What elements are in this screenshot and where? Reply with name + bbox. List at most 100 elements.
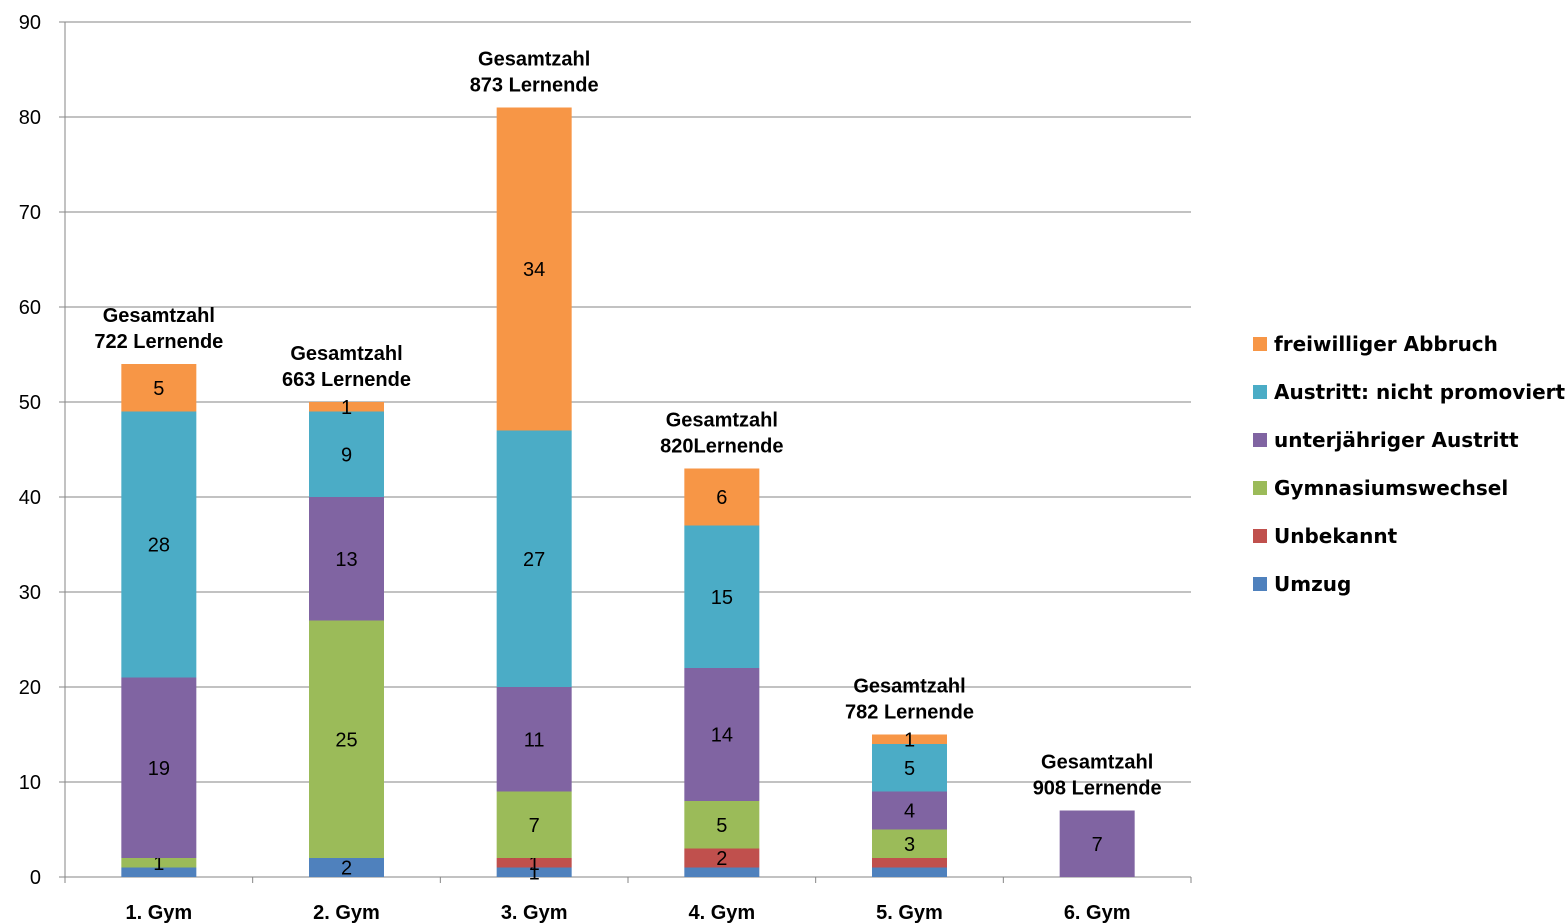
x-axis: 1. Gym 2. Gym 3. Gym 4. Gym 5. Gym 6. Gym — [64, 876, 1192, 924]
data-label: 2 — [341, 858, 352, 880]
bar-segment — [872, 734, 947, 744]
annotation-line-2: 722 Lernende — [94, 331, 223, 353]
bar-segment — [684, 468, 760, 526]
data-label: 4 — [904, 801, 915, 823]
data-label: 27 — [523, 549, 545, 571]
gridlines — [65, 21, 1191, 783]
bar-segment — [684, 801, 760, 849]
annotation-line-2: 663 Lernende — [282, 369, 411, 391]
bar-segment — [309, 411, 384, 497]
y-tick-label: 90 — [19, 12, 41, 34]
bar-segment — [121, 677, 197, 858]
data-label: 11 — [524, 729, 545, 751]
total-annotation: Gesamtzahl 873 Lernende — [470, 49, 599, 97]
y-tick-label: 40 — [19, 487, 41, 509]
legend-swatch — [1253, 385, 1267, 399]
data-label: 5 — [904, 758, 915, 780]
annotation-line-2: 782 Lernende — [845, 702, 974, 724]
annotation-line-1: Gesamtzahl — [853, 676, 965, 698]
data-label: 5 — [153, 378, 164, 400]
bar-segment — [121, 364, 197, 412]
bar-segment — [684, 525, 760, 668]
bar-segment — [684, 848, 760, 868]
bar-segment — [309, 620, 384, 858]
x-tick-label: 4. Gym — [688, 902, 755, 924]
data-label: 9 — [341, 444, 352, 466]
bar-segment — [309, 497, 384, 621]
bar-segment — [309, 858, 384, 877]
total-annotation: Gesamtzahl 820Lernende — [660, 410, 783, 458]
y-tick-label: 20 — [19, 677, 41, 699]
data-label: 2 — [716, 848, 727, 870]
data-label: 13 — [335, 549, 357, 571]
y-tick-label: 10 — [19, 772, 41, 794]
data-label: 15 — [711, 587, 733, 609]
y-tick-label: 80 — [19, 107, 41, 129]
y-tick-label: 70 — [19, 202, 41, 224]
bar-segment — [121, 411, 197, 678]
bar-segment — [496, 858, 572, 868]
bar-segment — [496, 687, 572, 792]
legend-swatch — [1253, 337, 1267, 351]
annotation-line-1: Gesamtzahl — [290, 343, 402, 365]
bar-segment — [872, 867, 947, 877]
bar-segment — [121, 858, 197, 868]
bar-segment — [121, 867, 197, 877]
bar-segment — [309, 402, 384, 412]
data-label: 19 — [148, 758, 170, 780]
bar-segment — [684, 668, 760, 801]
total-annotation: Gesamtzahl 722 Lernende — [94, 305, 223, 353]
bar-segment — [872, 858, 947, 868]
total-annotation: Gesamtzahl 663 Lernende — [282, 343, 411, 391]
legend-swatch — [1253, 433, 1267, 447]
legend-swatch — [1253, 577, 1267, 591]
x-tick-label: 1. Gym — [125, 902, 192, 924]
data-label: 1 — [529, 853, 540, 875]
legend-label: freiwilliger Abbruch — [1274, 332, 1498, 356]
bar-segment — [496, 867, 572, 877]
legend-label: Austritt: nicht promoviert — [1274, 380, 1565, 404]
bar-segment — [872, 829, 947, 858]
legend-item: unterjähriger Austritt — [1253, 428, 1519, 452]
data-label: 1 — [341, 397, 352, 419]
annotation-line-1: Gesamtzahl — [666, 410, 778, 432]
data-label: 7 — [529, 815, 540, 837]
data-label: 6 — [716, 487, 727, 509]
total-annotation: Gesamtzahl 782 Lernende — [845, 676, 974, 724]
x-tick-label: 5. Gym — [876, 902, 943, 924]
bar-segment — [684, 867, 760, 877]
data-label: 3 — [904, 834, 915, 856]
annotation-line-2: 820Lernende — [660, 436, 783, 458]
data-label: 34 — [523, 259, 545, 281]
data-label: 1 — [153, 853, 164, 875]
total-annotation: Gesamtzahl 908 Lernende — [1033, 752, 1162, 800]
legend-label: Gymnasiumswechsel — [1274, 476, 1508, 500]
legend-item: Austritt: nicht promoviert — [1253, 380, 1565, 404]
data-label: 25 — [335, 729, 357, 751]
legend-item: Gymnasiumswechsel — [1253, 476, 1508, 500]
annotation-line-2: 908 Lernende — [1033, 778, 1162, 800]
data-label: 14 — [711, 725, 733, 747]
bar-segment — [496, 791, 572, 858]
legend-item: Unbekannt — [1253, 524, 1398, 548]
bar-segment — [496, 430, 572, 687]
annotation-line-1: Gesamtzahl — [478, 49, 590, 71]
bar-segment — [1059, 810, 1135, 877]
y-axis: 0 10 20 30 40 50 60 70 80 90 — [19, 12, 66, 889]
data-label: 28 — [148, 535, 170, 557]
data-label: 7 — [1092, 834, 1103, 856]
y-tick-label: 60 — [19, 297, 41, 319]
x-tick-label: 3. Gym — [501, 902, 568, 924]
data-label: 5 — [716, 815, 727, 837]
legend-label: unterjähriger Austritt — [1274, 428, 1519, 452]
bar-segment — [872, 791, 947, 830]
total-annotations: Gesamtzahl 722 Lernende Gesamtzahl 663 Lern… — [94, 49, 1161, 800]
x-tick-label: 2. Gym — [313, 902, 380, 924]
legend-label: Unbekannt — [1274, 524, 1398, 548]
annotation-line-1: Gesamtzahl — [103, 305, 215, 327]
legend-swatch — [1253, 481, 1267, 495]
x-tick-label: 6. Gym — [1064, 902, 1131, 924]
y-tick-label: 30 — [19, 582, 41, 604]
